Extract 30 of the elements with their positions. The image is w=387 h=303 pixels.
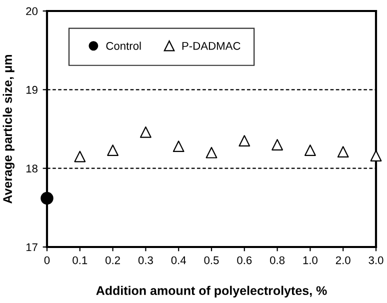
x-tick-label: 0.1 <box>72 256 88 264</box>
x-tick-label: 1.0 <box>303 256 318 264</box>
point <box>140 126 152 138</box>
x-tick-label: 0.2 <box>106 256 120 264</box>
x-tick-label: 0.6 <box>237 256 252 264</box>
legend-label: P-DADMAC <box>182 42 240 50</box>
point <box>206 146 218 158</box>
y-tick-label: 19 <box>26 86 38 94</box>
x-tick-label: 2.0 <box>336 256 350 264</box>
point <box>272 139 284 150</box>
y-tick-label: 20 <box>26 7 38 16</box>
point <box>370 150 382 162</box>
point <box>40 192 54 205</box>
point <box>238 135 250 147</box>
y-tick-label: 17 <box>26 243 38 252</box>
x-axis-title: Addition amount of polyelectrolytes, % <box>96 286 327 298</box>
legend-label: Control <box>106 42 141 50</box>
point <box>304 144 316 156</box>
x-tick-label: 0.3 <box>138 256 153 264</box>
y-tick-label: 18 <box>26 164 38 172</box>
point <box>107 144 119 156</box>
point <box>172 140 184 152</box>
x-tick-label: 0.4 <box>171 256 186 264</box>
y-axis-title: Average particle size, μm <box>2 54 15 204</box>
x-tick-label: 0.5 <box>204 256 219 264</box>
x-tick-label: 3.0 <box>368 256 384 264</box>
point <box>337 146 349 158</box>
x-tick-label: 0.8 <box>270 256 285 264</box>
point <box>74 150 86 162</box>
x-tick-label: 0 <box>44 256 50 264</box>
